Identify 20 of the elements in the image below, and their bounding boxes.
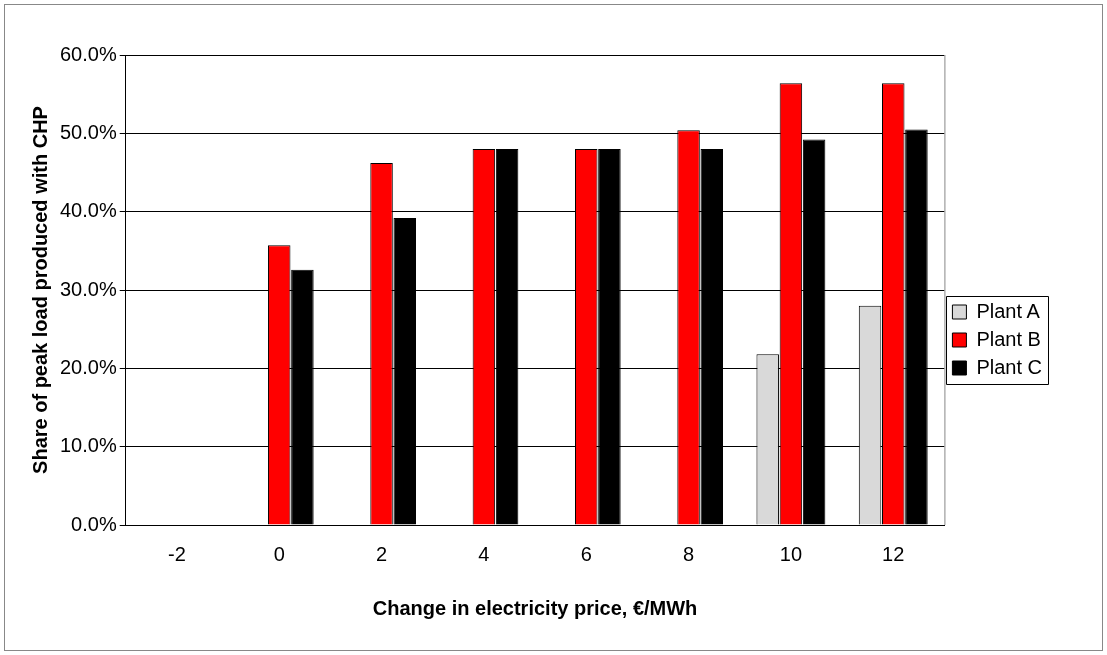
legend-label: Plant C — [976, 355, 1043, 378]
x-tick-label: 4 — [478, 542, 490, 565]
y-tick-label: 60.0% — [59, 42, 117, 65]
x-tick-label: 0 — [273, 542, 285, 565]
x-tick-label: -2 — [167, 542, 186, 565]
y-tick-label: 50.0% — [59, 120, 117, 143]
y-tick-label: 0.0% — [71, 512, 117, 535]
y-axis-title: Share of peak load produced with CHP — [28, 106, 51, 474]
y-tick-label: 20.0% — [59, 355, 117, 378]
x-tick-label: 8 — [683, 542, 695, 565]
x-tick-label: 2 — [375, 542, 388, 565]
legend-label: Plant B — [976, 327, 1041, 350]
x-tick-label: 6 — [580, 542, 592, 565]
x-axis-title: Change in electricity price, €/MWh — [372, 596, 698, 619]
x-tick-label: 12 — [882, 542, 905, 565]
y-tick-label: 40.0% — [59, 199, 117, 222]
legend-label: Plant A — [976, 299, 1041, 322]
x-tick-label: 10 — [779, 542, 803, 565]
y-tick-label: 30.0% — [59, 277, 117, 300]
y-tick-label: 10.0% — [59, 434, 117, 457]
